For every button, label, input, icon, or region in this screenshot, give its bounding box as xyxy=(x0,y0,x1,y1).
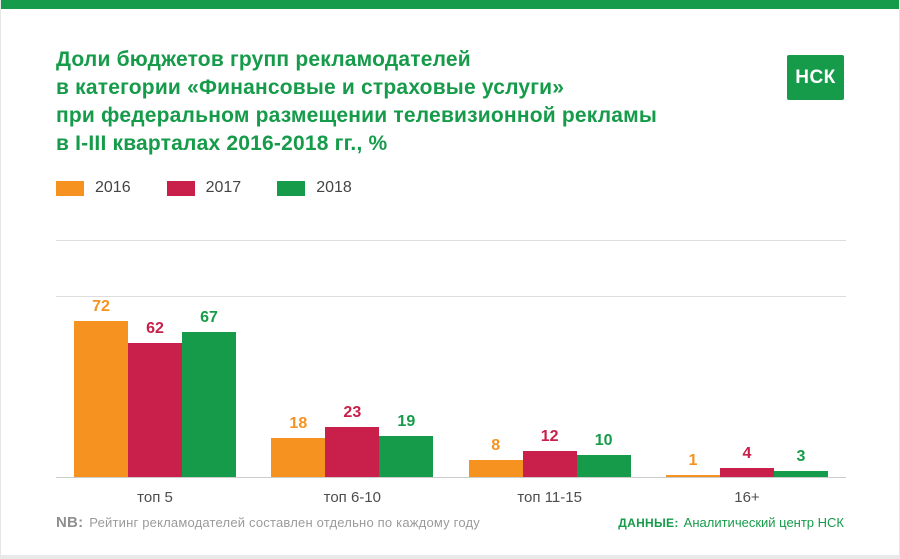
legend-swatch xyxy=(277,180,306,196)
bar-2016-топ 11-15: 8 xyxy=(468,437,523,477)
legend-label: 2018 xyxy=(316,179,352,196)
top-accent-bar xyxy=(1,0,899,9)
bar-value-label: 19 xyxy=(397,413,416,430)
legend-swatch xyxy=(166,180,195,196)
bar-value-label: 67 xyxy=(200,309,218,326)
bar-2018-топ 11-15: 10 xyxy=(576,432,631,477)
bar-2018-топ 6-10: 19 xyxy=(379,413,434,477)
bar-2016-топ 5: 72 xyxy=(74,298,128,477)
nsk-logo: НСК xyxy=(787,55,844,100)
bar-chart: 72 62 67 18 23 19 8 12 10 1 4 3 топ 5 топ 6-10 топ 11… xyxy=(56,240,846,506)
footnote-text: Рейтинг рекламодателей составлен отдельн… xyxy=(89,515,480,530)
legend-item-2018: 2018 xyxy=(277,179,352,197)
legend-label: 2016 xyxy=(95,179,131,196)
gridline xyxy=(56,240,846,241)
bar-2017-топ 11-15: 12 xyxy=(522,428,577,477)
legend-swatch xyxy=(56,180,84,196)
category-label: топ 6-10 xyxy=(323,489,381,506)
category-label: топ 11-15 xyxy=(517,489,582,506)
bar-2016-16+: 1 xyxy=(665,452,720,477)
legend-item-2016: 2016 xyxy=(56,179,131,197)
bar-value-label: 23 xyxy=(343,404,362,421)
category-label: 16+ xyxy=(734,489,760,506)
bar-value-label: 1 xyxy=(688,452,698,469)
footnote: NB: Рейтинг рекламодателей составлен отде… xyxy=(56,514,480,531)
bar-group: 8 12 10 xyxy=(468,240,631,477)
bar-2017-топ 6-10: 23 xyxy=(325,404,380,477)
bar-2018-16+: 3 xyxy=(773,448,828,477)
bar-group: 72 62 67 xyxy=(74,240,236,477)
chart-title: Доли бюджетов групп рекламодателей в кат… xyxy=(56,48,658,155)
bar-value-label: 72 xyxy=(92,298,110,315)
bar-2018-топ 5: 67 xyxy=(182,309,236,477)
bar-value-label: 10 xyxy=(594,432,613,449)
data-source: ДАННЫЕ: Аналитический центр НСК xyxy=(618,515,844,530)
bar-2017-топ 5: 62 xyxy=(128,320,182,477)
legend-item-2017: 2017 xyxy=(166,179,242,197)
bar-value-label: 8 xyxy=(491,437,501,454)
bar-value-label: 18 xyxy=(289,415,308,432)
data-source-text: Аналитический центр НСК xyxy=(683,515,844,530)
plot-area: 72 62 67 18 23 19 8 12 10 1 4 3 xyxy=(56,240,846,478)
bar-value-label: 12 xyxy=(540,428,559,445)
category-labels: топ 5 топ 6-10 топ 11-15 16+ xyxy=(56,489,846,506)
legend: 2016 2017 2018 xyxy=(56,179,352,197)
bar-2016-топ 6-10: 18 xyxy=(271,415,326,477)
gridline xyxy=(56,296,846,297)
legend-label: 2017 xyxy=(205,179,242,196)
bar-value-label: 3 xyxy=(796,448,806,465)
bar-group: 18 23 19 xyxy=(271,240,434,477)
category-label: топ 5 xyxy=(137,489,173,506)
footnote-label: NB: xyxy=(56,514,84,531)
bar-group: 1 4 3 xyxy=(665,240,828,477)
footer: NB: Рейтинг рекламодателей составлен отде… xyxy=(56,514,844,531)
bar-value-label: 62 xyxy=(146,320,164,337)
bar-value-label: 4 xyxy=(742,445,752,462)
bar-2017-16+: 4 xyxy=(719,445,774,477)
data-source-label: ДАННЫЕ: xyxy=(618,516,679,530)
